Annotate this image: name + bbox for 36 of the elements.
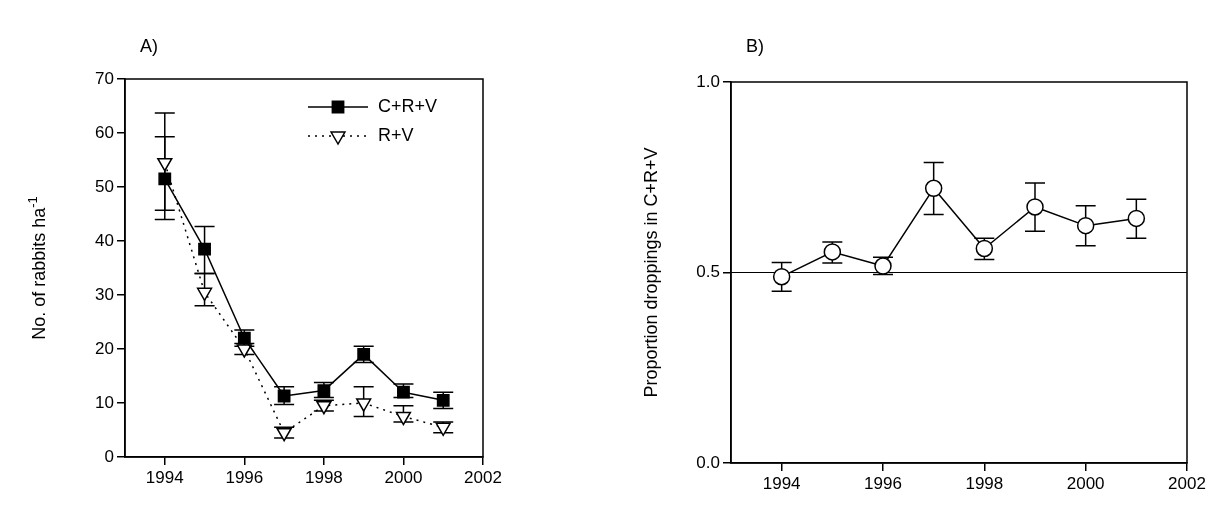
y-tick-label: 1.0	[696, 71, 720, 91]
chart-title: B)	[746, 36, 764, 56]
x-tick-label: 1996	[864, 473, 902, 493]
y-tick-label: 0.0	[696, 452, 720, 472]
point	[1127, 209, 1146, 228]
x-tick-label: 1996	[225, 467, 264, 487]
x-tick-label: 1998	[304, 467, 343, 487]
point	[157, 157, 173, 172]
y-tick-label: 30	[95, 284, 114, 304]
chart-title: A)	[140, 36, 158, 56]
y-tick-label: 10	[95, 392, 114, 412]
x-tick-label: 1994	[762, 473, 801, 493]
y-tick-label: 0	[104, 446, 114, 466]
x-tick-label: 1994	[145, 467, 184, 487]
x-tick-label: 2002	[1168, 473, 1206, 493]
point	[355, 398, 372, 412]
x-tick-label: 2002	[464, 467, 502, 487]
x-tick-label: 2000	[384, 467, 423, 487]
y-tick-label: 20	[95, 338, 114, 358]
point	[924, 179, 943, 198]
x-tick-label: 1998	[965, 473, 1004, 493]
point	[196, 287, 213, 302]
point	[772, 267, 791, 286]
legend-label: R+V	[378, 124, 414, 145]
y-tick-label: 70	[95, 68, 114, 88]
y-axis-title: No. of rabbits ha-1	[25, 196, 49, 340]
point	[1026, 198, 1044, 216]
y-tick-label: 40	[95, 230, 114, 250]
y-tick-label: 60	[95, 122, 114, 142]
point	[1076, 216, 1095, 235]
y-axis-title: Proportion droppings in C+R+V	[641, 147, 661, 398]
y-tick-label: 0.5	[696, 262, 720, 282]
y-tick-label: 50	[95, 176, 114, 196]
x-tick-label: 2000	[1066, 473, 1105, 493]
legend-label: C+R+V	[378, 95, 438, 116]
point	[395, 411, 412, 426]
